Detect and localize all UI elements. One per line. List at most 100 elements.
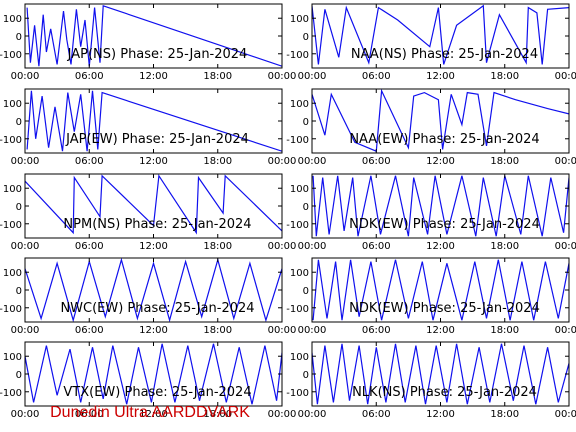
phase-panel: 100 0 -100 00:00 06:00 12:00 18:00 00:00 NAA(NS)… [286,3,576,82]
y-tick-label: 0 [303,370,309,381]
x-tick-label: 00:00 [555,71,576,82]
y-tick-label: 100 [3,14,22,25]
x-tick-label: 00:00 [11,241,40,252]
panel-title: NLK(NS) Phase: 25-Jan-2024 [352,385,537,400]
x-tick-label: 00:00 [11,156,40,167]
y-tick-label: -100 [0,220,22,231]
y-tick-label: 0 [303,117,309,128]
phase-trace [312,175,569,237]
phase-trace [26,4,282,67]
y-tick-label: 100 [290,99,309,110]
y-tick-label: -100 [286,304,309,315]
x-tick-label: 00:00 [298,156,327,167]
y-tick-label: 0 [16,32,22,43]
y-tick-label: 0 [303,202,309,213]
phase-trace [25,174,282,235]
x-tick-label: 00:00 [298,241,327,252]
x-tick-label: 12:00 [139,156,168,167]
y-tick-label: 0 [16,286,22,297]
x-tick-label: 12:00 [139,71,168,82]
y-tick-label: 100 [290,14,309,25]
y-tick-label: 100 [290,352,309,363]
x-tick-label: 00:00 [298,325,327,336]
x-tick-label: 12:00 [139,241,168,252]
phase-trace [312,89,569,153]
y-tick-label: -100 [0,50,22,61]
x-tick-label: 18:00 [490,409,519,420]
x-tick-label: 00:00 [11,409,40,420]
x-tick-label: 12:00 [139,409,168,420]
y-tick-label: 100 [3,268,22,279]
y-tick-label: -100 [0,388,22,399]
x-tick-label: 12:00 [426,156,455,167]
x-tick-label: 00:00 [268,71,297,82]
x-tick-label: 06:00 [75,241,104,252]
y-tick-label: 100 [290,268,309,279]
y-tick-label: 0 [303,32,309,43]
x-tick-label: 00:00 [298,71,327,82]
x-tick-label: 18:00 [203,71,232,82]
panel-title: JAP(NS) Phase: 25-Jan-2024 [67,47,248,62]
x-tick-label: 00:00 [11,325,40,336]
x-tick-label: 12:00 [139,325,168,336]
phase-trace [26,90,282,152]
phase-panel: 100 0 -100 00:00 06:00 12:00 18:00 00:00 JAP(NS)… [0,3,297,82]
x-tick-label: 00:00 [298,409,327,420]
panel-title: VTX(EW) Phase: 25-Jan-2024 [63,385,251,400]
x-tick-label: 18:00 [203,325,232,336]
y-tick-label: 0 [303,286,309,297]
x-tick-label: 06:00 [362,409,391,420]
x-tick-label: 12:00 [426,409,455,420]
x-tick-label: 12:00 [426,241,455,252]
x-tick-label: 06:00 [75,325,104,336]
panel-title: JAP(EW) Phase: 25-Jan-2024 [65,132,249,147]
y-tick-label: -100 [286,50,309,61]
x-tick-label: 12:00 [426,71,455,82]
x-tick-label: 00:00 [268,325,297,336]
x-tick-label: 00:00 [555,409,576,420]
y-tick-label: 100 [3,184,22,195]
phase-trace [25,258,282,322]
y-tick-label: -100 [0,304,22,315]
panel-title: NDK(EW) Phase: 25-Jan-2024 [349,217,540,232]
x-tick-label: 00:00 [268,241,297,252]
x-tick-label: 06:00 [362,325,391,336]
footer-label: Dunedin Ultra AARDDVARK [50,404,250,421]
x-tick-label: 06:00 [362,156,391,167]
y-tick-label: 100 [290,184,309,195]
x-tick-label: 00:00 [555,156,576,167]
phase-panel: 100 0 -100 00:00 06:00 12:00 18:00 00:00 NDK(EW)… [286,173,576,252]
x-tick-label: 06:00 [75,156,104,167]
y-tick-label: -100 [286,135,309,146]
panel-title: NWC(EW) Phase: 25-Jan-2024 [60,301,254,316]
y-tick-label: -100 [286,220,309,231]
phase-trace [312,259,569,321]
panel-title: NDK(EW) Phase: 25-Jan-2024 [349,301,540,316]
phase-panel: 100 0 -100 00:00 06:00 12:00 18:00 00:00 NPM(NS)… [0,173,297,252]
x-tick-label: 06:00 [362,241,391,252]
y-tick-label: 100 [3,99,22,110]
y-tick-label: 0 [16,117,22,128]
phase-trace [25,343,282,405]
x-tick-label: 00:00 [555,325,576,336]
panel-title: NAA(EW) Phase: 25-Jan-2024 [349,132,539,147]
phase-panel: 100 0 -100 00:00 06:00 12:00 18:00 00:00 NLK(NS)… [286,341,576,420]
x-tick-label: 00:00 [268,409,297,420]
x-tick-label: 18:00 [203,156,232,167]
x-tick-label: 18:00 [203,409,232,420]
x-tick-label: 18:00 [490,325,519,336]
x-tick-label: 00:00 [268,156,297,167]
x-tick-label: 06:00 [75,71,104,82]
y-tick-label: 0 [16,370,22,381]
x-tick-label: 12:00 [426,325,455,336]
panel-title: NPM(NS) Phase: 25-Jan-2024 [63,217,251,232]
phase-trace [312,4,569,65]
phase-panel: 100 0 -100 00:00 06:00 12:00 18:00 00:00 NDK(EW)… [286,257,576,336]
y-tick-label: -100 [286,388,309,399]
x-tick-label: 18:00 [490,71,519,82]
phase-panel: 100 0 -100 00:00 06:00 12:00 18:00 00:00 JAP(EW)… [0,88,297,167]
y-tick-label: 100 [3,352,22,363]
y-tick-label: -100 [0,135,22,146]
x-tick-label: 00:00 [555,241,576,252]
